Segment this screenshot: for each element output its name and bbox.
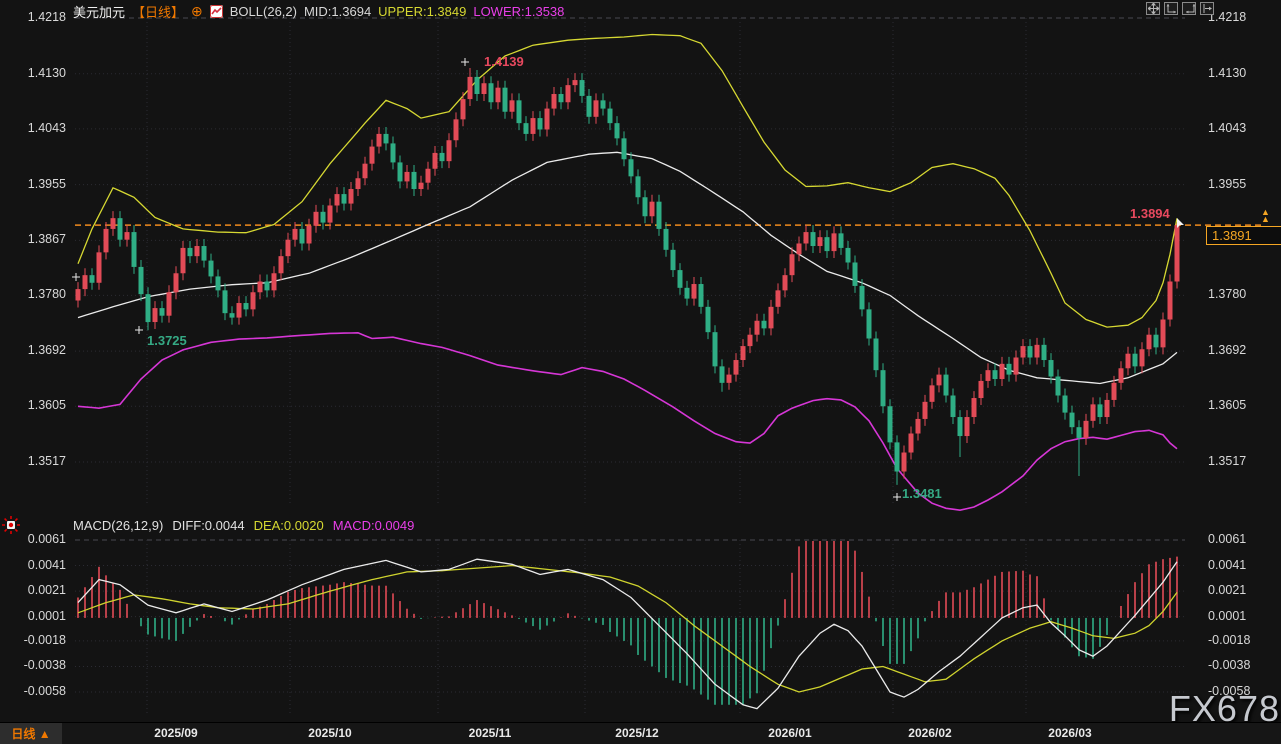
high-price-label: 1.4139 (484, 54, 524, 69)
boll-params-label: BOLL(26,2) (229, 4, 297, 19)
period-selector-button[interactable]: 日线 ▲ (0, 723, 62, 744)
time-axis-bar: 日线 ▲ 2025/09 2025/10 2025/11 2025/12 2026/01… (0, 722, 1281, 744)
boll-mid-value: MID:1.3694 (303, 4, 372, 19)
september-low-label: 1.3725 (147, 333, 187, 348)
macd-params-label: MACD(26,12,9) (73, 518, 164, 533)
price-up-arrows-icon: ▲ ▲ (1261, 207, 1270, 224)
macd-diff-value: DIFF:0.0044 (172, 518, 245, 533)
fit-left-axis-button[interactable] (1164, 2, 1178, 15)
symbol-name: 美元加元 (73, 5, 126, 20)
add-indicator-icon[interactable]: ⊕ (191, 3, 203, 19)
macd-header: MACD(26,12,9) DIFF:0.0044 DEA:0.0020 MAC… (73, 518, 414, 533)
time-axis-month-label: 2026/02 (908, 726, 952, 740)
time-axis-month-label: 2025/11 (468, 726, 512, 740)
pan-tool-button[interactable] (1146, 2, 1160, 15)
fit-right-axis-button[interactable] (1182, 2, 1196, 15)
macd-dea-value: DEA:0.0020 (253, 518, 324, 533)
timeframe-label: 【日线】 (132, 5, 185, 20)
macd-macd-value: MACD:0.0049 (332, 518, 415, 533)
february-low-label: 1.3481 (902, 486, 942, 501)
last-price-badge: 1.3891 (1206, 226, 1281, 245)
jump-latest-button[interactable] (1200, 2, 1214, 15)
crosshair-target-icon[interactable] (2, 516, 20, 534)
chart-toolbar (1146, 2, 1214, 15)
boll-upper-value: UPPER:1.3849 (378, 4, 467, 19)
time-axis-month-label: 2025/12 (615, 726, 659, 740)
current-high-label: 1.3894 (1130, 206, 1170, 221)
chart-canvas[interactable] (0, 0, 1281, 722)
time-axis-month-label: 2026/03 (1048, 726, 1092, 740)
price-chart-header: 美元加元 【日线】 ⊕ BOLL(26,2) MID:1.3694 UPPER:… (73, 2, 564, 21)
boll-lower-value: LOWER:1.3538 (473, 4, 565, 19)
time-axis-month-label: 2026/01 (768, 726, 812, 740)
time-axis-month-label: 2025/10 (308, 726, 352, 740)
chart-logo-icon[interactable] (209, 5, 223, 18)
time-axis-month-label: 2025/09 (154, 726, 198, 740)
